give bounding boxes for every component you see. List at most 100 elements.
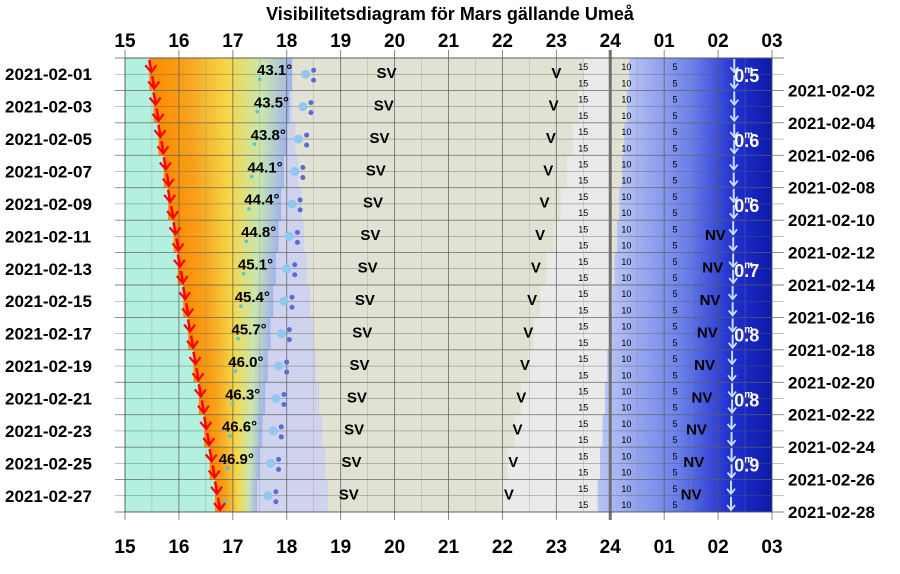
- altitude-mark: 10: [621, 289, 631, 299]
- mars-set-arrow-head: [729, 66, 739, 74]
- date-label-left: 2021-02-07: [5, 163, 92, 182]
- sunset-arrow-head: [181, 307, 195, 318]
- direction-label-sv: SV: [374, 97, 394, 114]
- sunset-arrow-head: [191, 372, 205, 383]
- altitude-mark: 10: [621, 451, 631, 461]
- sunset-arrow-shaft: [148, 59, 153, 72]
- altitude-mark: 10: [621, 435, 631, 445]
- date-label-right: 2021-02-08: [788, 179, 875, 198]
- altitude-mark: 15: [578, 176, 588, 186]
- date-label-left: 2021-02-27: [5, 487, 92, 506]
- direction-label-nv: NV: [683, 454, 704, 471]
- hour-label-top: 03: [761, 31, 782, 52]
- date-label-right: 2021-02-02: [788, 81, 875, 100]
- mars-dot: [311, 67, 317, 73]
- sunset-arrow-shaft: [197, 384, 203, 396]
- altitude-mark: 10: [621, 370, 631, 380]
- altitude-mark: 10: [621, 305, 631, 315]
- mars-set-arrow-head: [728, 245, 738, 253]
- altitude-mark: 15: [578, 354, 588, 364]
- sunset-arrow-head: [197, 404, 210, 415]
- date-label-left: 2021-02-05: [5, 130, 92, 149]
- altitude-mark: 10: [621, 387, 631, 397]
- altitude-mark: 5: [672, 111, 677, 121]
- hour-label-bottom: 19: [330, 537, 351, 558]
- mars-set-arrow-head: [729, 99, 739, 107]
- hour-label-top: 02: [708, 31, 729, 52]
- altitude-mark: 10: [621, 273, 631, 283]
- altitude-mark: 10: [621, 143, 631, 153]
- altitude-mark: 10: [621, 468, 631, 478]
- hour-label-bottom: 24: [600, 537, 622, 558]
- star-dot: [247, 207, 251, 211]
- sunset-arrow-head: [168, 226, 182, 237]
- mars-dot: [281, 392, 287, 397]
- mars-altitude-label: 43.8°: [251, 127, 286, 144]
- magnitude-unit: m: [744, 454, 753, 465]
- mars-set-arrow-head: [729, 131, 739, 139]
- mars-altitude-label: 46.3°: [225, 386, 260, 403]
- direction-label-sv: SV: [352, 324, 372, 341]
- mars-set-arrow-head: [729, 180, 739, 188]
- mars-dot: [298, 102, 308, 112]
- sunset-arrow-head: [151, 113, 165, 123]
- hour-label-bottom: 16: [168, 537, 189, 558]
- mars-dot: [278, 424, 284, 430]
- direction-label-sv: SV: [366, 162, 386, 179]
- altitude-mark: 10: [621, 338, 631, 348]
- mars-dot: [266, 458, 276, 468]
- mars-dot: [284, 231, 294, 241]
- sunset-arrow-shaft: [162, 157, 168, 169]
- hour-label-bottom: 22: [492, 537, 513, 558]
- sunset-arrow-shaft: [169, 205, 175, 218]
- direction-label-v: V: [527, 292, 537, 309]
- mars-altitude-label: 45.1°: [238, 257, 273, 274]
- direction-label-v: V: [539, 195, 549, 212]
- mars-set-arrow-head: [727, 309, 738, 317]
- mars-altitude-label: 45.4°: [235, 289, 270, 306]
- star-dot: [255, 109, 259, 114]
- mars-dot: [308, 100, 314, 106]
- mars-dot: [276, 466, 282, 472]
- date-label-left: 2021-02-03: [5, 98, 92, 117]
- date-label-left: 2021-02-17: [5, 325, 92, 344]
- altitude-mark: 15: [578, 403, 588, 413]
- altitude-mark: 15: [578, 273, 588, 283]
- sunset-arrow-shaft: [213, 481, 219, 494]
- mars-altitude-label: 46.9°: [219, 451, 254, 468]
- mars-set-arrow-head: [728, 277, 738, 285]
- mars-dot: [278, 434, 284, 440]
- magnitude-label: 0.7: [734, 261, 759, 281]
- star-dot: [225, 466, 230, 471]
- magnitude-label: 0.5: [734, 66, 759, 86]
- altitude-mark: 15: [578, 500, 588, 510]
- altitude-mark: 10: [621, 419, 631, 429]
- direction-label-nv: NV: [702, 260, 723, 277]
- hour-label-bottom: 02: [708, 537, 729, 558]
- mars-set-arrow-head: [726, 488, 736, 496]
- sunset-arrow-shaft: [184, 302, 190, 315]
- date-label-left: 2021-02-09: [5, 195, 92, 214]
- mars-altitude-label: 43.1°: [257, 62, 292, 79]
- magnitude-label: 0.6: [734, 131, 759, 151]
- altitude-mark: 10: [621, 78, 631, 88]
- star-dot: [231, 401, 235, 406]
- mars-set-arrow-head: [729, 115, 739, 123]
- date-label-left: 2021-02-15: [5, 292, 92, 311]
- altitude-mark: 10: [621, 176, 631, 186]
- date-label-right: 2021-02-04: [788, 114, 876, 133]
- mars-dot: [289, 304, 295, 310]
- direction-label-sv: SV: [339, 487, 359, 504]
- altitude-mark: 5: [672, 192, 677, 202]
- direction-label-v: V: [535, 227, 545, 244]
- sunset-arrow-head: [166, 210, 180, 220]
- date-label-left: 2021-02-19: [5, 357, 92, 376]
- sunset-arrow-head: [173, 259, 186, 269]
- mars-altitude-label: 44.8°: [241, 224, 276, 241]
- date-label-left: 2021-02-23: [5, 422, 92, 441]
- altitude-mark: 5: [672, 95, 677, 105]
- altitude-mark: 15: [578, 143, 588, 153]
- sunset-arrow-shaft: [211, 465, 216, 477]
- mars-dot: [294, 229, 300, 235]
